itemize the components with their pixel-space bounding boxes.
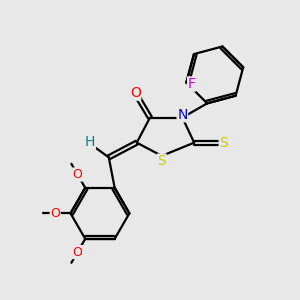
Text: H: H bbox=[85, 135, 95, 149]
Text: S: S bbox=[158, 154, 166, 168]
Text: F: F bbox=[188, 77, 196, 91]
Text: N: N bbox=[177, 108, 188, 122]
Text: O: O bbox=[130, 86, 141, 100]
Text: O: O bbox=[50, 207, 60, 220]
Text: S: S bbox=[219, 136, 228, 150]
Text: O: O bbox=[73, 246, 82, 259]
Text: O: O bbox=[73, 168, 82, 181]
